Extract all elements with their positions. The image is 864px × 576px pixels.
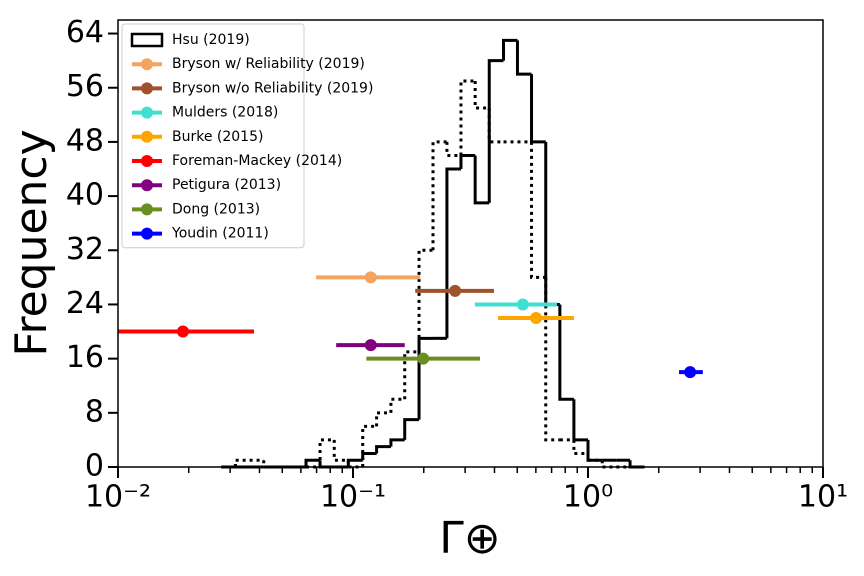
point — [530, 312, 543, 324]
legend-label: Youdin (2011) — [171, 226, 269, 242]
y-tick-label: 16 — [66, 340, 104, 375]
legend-marker — [141, 58, 153, 71]
y-tick-label: 0 — [85, 449, 104, 484]
histogram-step — [445, 141, 461, 157]
histogram-step — [459, 79, 476, 156]
legend-box — [121, 23, 305, 249]
legend-marker — [141, 106, 153, 119]
legend-marker — [141, 203, 153, 216]
point — [417, 352, 430, 365]
histogram-step — [544, 141, 560, 306]
point — [364, 339, 377, 352]
histogram-step — [487, 108, 504, 144]
legend-swatch — [130, 32, 164, 48]
y-tick-label: 8 — [85, 394, 104, 429]
histogram-step — [431, 140, 447, 251]
x-tick-label: 10⁰ — [563, 480, 613, 515]
legend-label: Mulders (2018) — [172, 105, 278, 121]
legend-label: Bryson w/o Reliability (2019) — [172, 80, 373, 96]
point — [364, 271, 377, 284]
legend-label: Bryson w/ Reliability (2019) — [172, 56, 365, 72]
legend-label: Burke (2015) — [172, 129, 263, 145]
histogram-step — [558, 304, 574, 401]
histogram-step — [572, 399, 588, 442]
y-tick-label: 48 — [66, 123, 104, 158]
point — [516, 298, 529, 311]
legend-marker — [141, 179, 153, 192]
y-axis-label: Frequency — [6, 129, 57, 356]
x-tick-label: 10¹ — [798, 480, 848, 515]
histogram-step — [459, 153, 476, 169]
histogram-step — [487, 59, 504, 203]
histogram-step — [515, 40, 532, 76]
histogram-step — [375, 445, 391, 454]
histogram-step — [544, 277, 560, 442]
plot-frame — [117, 19, 824, 468]
point — [176, 325, 189, 338]
histogram-step — [361, 424, 377, 467]
histogram-step — [375, 411, 391, 427]
histogram-step — [572, 439, 588, 455]
legend-marker — [141, 82, 153, 95]
y-tick-label: 32 — [66, 232, 104, 267]
histogram-step — [473, 155, 490, 205]
histogram-step — [346, 458, 363, 467]
histogram-step — [445, 167, 461, 339]
histogram-step — [389, 397, 405, 413]
histogram-step — [417, 248, 434, 352]
legend-marker — [141, 155, 153, 167]
histogram-step — [304, 458, 321, 467]
histogram-step — [389, 438, 405, 447]
legend-marker — [141, 227, 153, 240]
y-tick-label: 24 — [66, 286, 104, 321]
histogram-step — [586, 439, 603, 462]
histogram-step — [361, 451, 377, 461]
histogram-step — [332, 439, 349, 462]
legend-label: Hsu (2019) — [172, 32, 250, 48]
histogram-step — [530, 74, 546, 144]
legend-label: Dong (2013) — [172, 201, 260, 217]
histogram-step — [473, 80, 490, 110]
y-tick-label: 64 — [66, 15, 104, 50]
x-tick-label: 10⁻¹ — [320, 480, 386, 515]
y-tick-label: 40 — [66, 178, 104, 213]
point — [684, 366, 697, 379]
histogram-step — [403, 418, 420, 440]
histogram-step — [530, 141, 546, 279]
histogram-step — [318, 438, 335, 467]
y-tick-label: 56 — [66, 69, 104, 104]
x-tick-label: 10⁻² — [85, 480, 151, 515]
histogram-step — [233, 458, 250, 467]
histogram-step — [417, 336, 434, 420]
x-axis-label: Γ⊕ — [439, 513, 500, 564]
point — [449, 284, 462, 297]
legend-label: Petigura (2013) — [172, 177, 281, 193]
legend-marker — [141, 130, 153, 143]
histogram-step — [318, 460, 335, 469]
histogram-step — [586, 453, 603, 462]
histogram-step — [403, 350, 420, 400]
legend-label: Foreman-Mackey (2014) — [172, 153, 342, 169]
histogram-step — [502, 38, 518, 61]
